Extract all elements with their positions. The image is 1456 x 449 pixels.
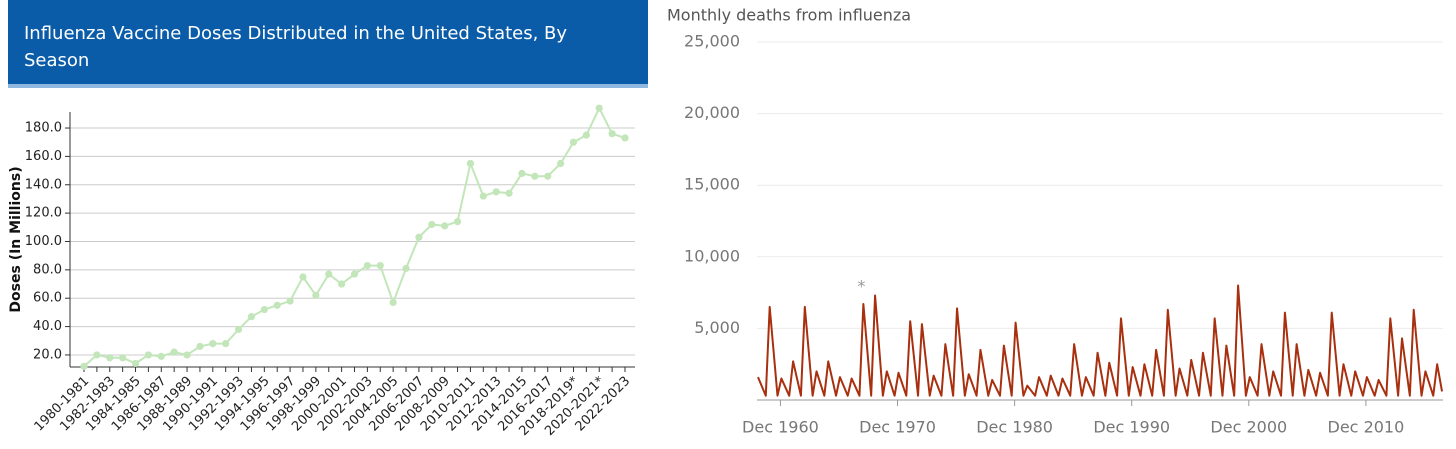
- data-point: [582, 131, 590, 139]
- y-tick-label: 15,000: [684, 175, 740, 194]
- x-tick-label: Dec 1960: [742, 418, 819, 437]
- data-point: [350, 270, 359, 278]
- data-point: [544, 172, 552, 180]
- title-banner: Influenza Vaccine Doses Distributed in t…: [8, 0, 648, 88]
- x-tick-label: Dec 2010: [1328, 418, 1405, 437]
- data-point: [363, 261, 371, 270]
- data-point: [234, 325, 243, 334]
- data-point: [441, 222, 449, 230]
- y-tick-label: 25,000: [684, 32, 740, 51]
- data-point: [621, 134, 629, 142]
- data-point: [196, 342, 204, 351]
- chart-title: Influenza Vaccine Doses Distributed in t…: [24, 23, 568, 71]
- data-point: [144, 351, 153, 359]
- data-point: [183, 351, 191, 359]
- data-point: [531, 172, 539, 180]
- data-point: [338, 280, 346, 288]
- y-tick-label: 120.0: [25, 206, 62, 221]
- data-point: [209, 339, 217, 348]
- data-point: [170, 348, 178, 356]
- data-point: [247, 313, 256, 321]
- data-point: [222, 339, 230, 348]
- data-point: [608, 130, 616, 138]
- x-tick-label: Dec 1990: [1093, 418, 1170, 437]
- data-point: [505, 189, 513, 197]
- x-tick-label: Dec 1980: [976, 418, 1053, 437]
- y-tick-label: 60.0: [33, 291, 62, 306]
- data-point: [569, 138, 578, 146]
- data-point: [402, 264, 410, 273]
- data-point: [260, 305, 268, 314]
- data-line: [757, 284, 1444, 397]
- data-point: [376, 261, 384, 270]
- y-tick-label: 140.0: [25, 177, 62, 192]
- y-tick-label: 180.0: [25, 121, 62, 136]
- data-point: [80, 362, 88, 370]
- data-point: [119, 354, 127, 362]
- annotation: *: [857, 276, 865, 295]
- data-point: [93, 351, 101, 359]
- data-point: [312, 291, 320, 299]
- data-point: [389, 298, 397, 307]
- y-tick-label: 40.0: [33, 319, 62, 334]
- y-tick-label: 10,000: [684, 246, 740, 265]
- y-tick-label: 160.0: [25, 149, 62, 164]
- y-tick-label: 80.0: [33, 262, 62, 277]
- x-tick-label: Dec 2000: [1210, 418, 1287, 437]
- data-point: [492, 188, 500, 196]
- data-point: [273, 301, 281, 309]
- data-point: [428, 220, 436, 229]
- data-point: [286, 297, 294, 305]
- data-point: [466, 159, 475, 168]
- data-point: [299, 273, 307, 281]
- y-tick-label: 100.0: [25, 234, 62, 249]
- data-point: [595, 104, 603, 112]
- data-point: [106, 354, 114, 362]
- y-tick-label: 5,000: [694, 318, 740, 337]
- y-axis-label: Doses (In Millions): [8, 166, 24, 312]
- data-point: [131, 359, 140, 368]
- data-point: [479, 192, 487, 200]
- chart-title: Monthly deaths from influenza: [667, 6, 911, 25]
- data-line: [83, 105, 626, 368]
- data-point: [157, 352, 165, 360]
- data-point: [518, 169, 526, 178]
- data-point: [325, 270, 333, 278]
- data-point: [453, 218, 462, 226]
- y-tick-label: 20.0: [33, 347, 62, 362]
- x-tick-label: Dec 1970: [859, 418, 936, 437]
- data-point: [556, 159, 565, 168]
- y-tick-label: 20,000: [684, 103, 740, 122]
- data-point: [415, 233, 423, 241]
